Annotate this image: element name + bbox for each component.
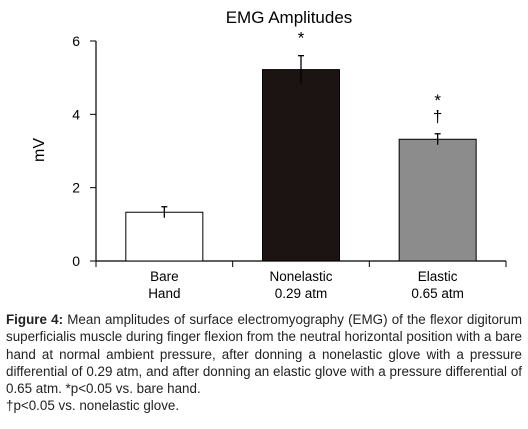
x-tick-label: 0.65 atm — [411, 286, 464, 301]
chart-title: EMG Amplitudes — [226, 8, 353, 27]
x-tick-label: Hand — [148, 286, 180, 301]
x-tick-label: Elastic — [418, 269, 458, 284]
y-tick-label: 4 — [72, 106, 80, 122]
significance-asterisk: * — [298, 29, 305, 48]
caption-text: Mean amplitudes of surface electromyogra… — [6, 312, 522, 397]
y-axis-label: mV — [31, 138, 48, 162]
y-tick-label: 0 — [72, 253, 80, 269]
figure-caption: Figure 4: Mean amplitudes of surface ele… — [6, 311, 522, 415]
bar — [398, 138, 477, 262]
caption-footnote: †p<0.05 vs. nonelastic glove. — [6, 398, 180, 414]
x-tick-label: Nonelastic — [269, 269, 332, 284]
bar — [262, 69, 340, 262]
significance-dagger: † — [433, 107, 442, 126]
y-tick-label: 6 — [72, 33, 80, 49]
x-tick-label: 0.29 atm — [275, 286, 328, 301]
x-tick-label: Bare — [150, 269, 179, 284]
significance-asterisk: * — [434, 91, 441, 110]
y-tick-label: 2 — [72, 180, 80, 196]
emg-bar-chart: EMG Amplitudes mV 0 2 4 6 Bare Hand * Nonelasti… — [31, 8, 507, 301]
caption-label: Figure 4: — [6, 312, 64, 327]
bar — [125, 211, 204, 262]
